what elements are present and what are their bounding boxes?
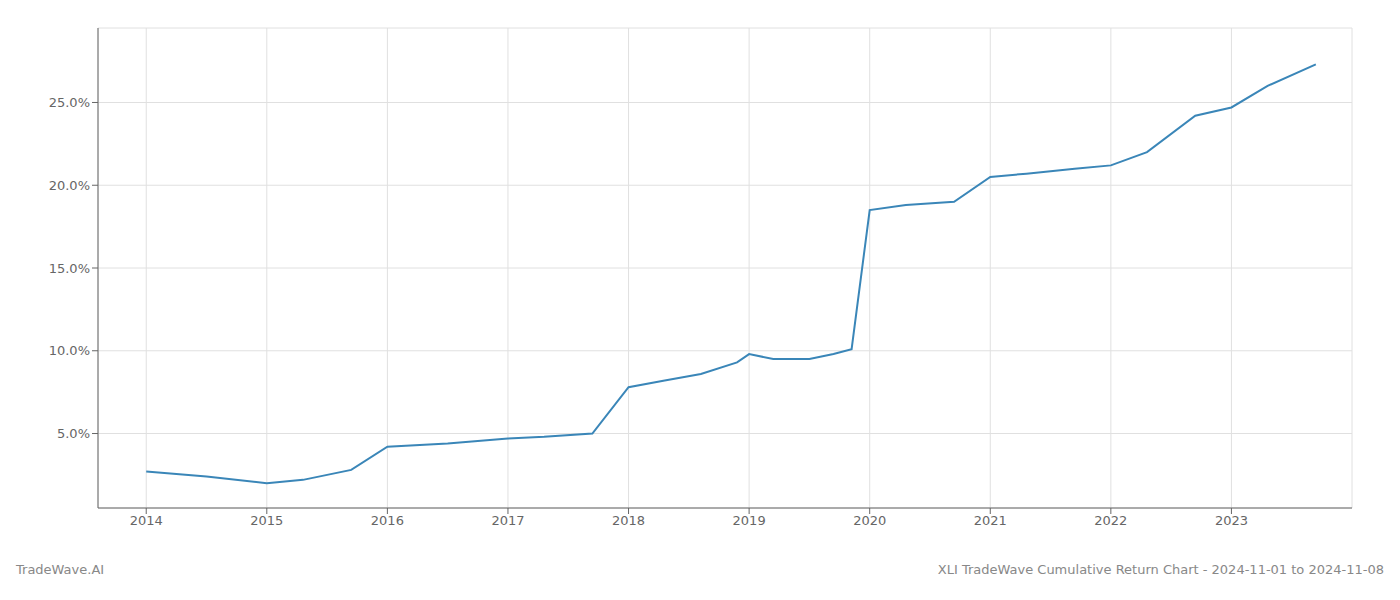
svg-text:10.0%: 10.0%: [49, 343, 90, 358]
svg-text:2020: 2020: [853, 513, 886, 528]
html-text:XLI TradeWave Cumulative Retur: XLI TradeWave Cumulative Return Chart - …: [937, 562, 1384, 577]
svg-text:2017: 2017: [491, 513, 524, 528]
svg-text:15.0%: 15.0%: [49, 261, 90, 276]
svg-text:20.0%: 20.0%: [49, 178, 90, 193]
svg-text:2019: 2019: [733, 513, 766, 528]
svg-text:2014: 2014: [130, 513, 163, 528]
svg-text:2016: 2016: [371, 513, 404, 528]
html-text:TradeWave.AI: TradeWave.AI: [16, 562, 105, 577]
svg-text:2015: 2015: [250, 513, 283, 528]
svg-text:2022: 2022: [1094, 513, 1127, 528]
svg-text:2018: 2018: [612, 513, 645, 528]
svg-text:2021: 2021: [974, 513, 1007, 528]
svg-text:5.0%: 5.0%: [57, 426, 90, 441]
svg-text:2023: 2023: [1215, 513, 1248, 528]
svg-text:25.0%: 25.0%: [49, 95, 90, 110]
